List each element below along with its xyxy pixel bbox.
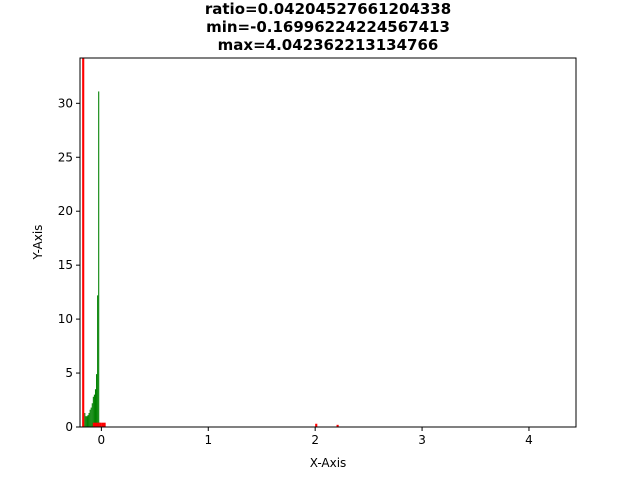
- histogram-bar-1-1: [92, 422, 95, 427]
- y-tick-label: 10: [58, 312, 73, 326]
- plot-frame: [79, 57, 577, 428]
- chart-title-line-2: min=-0.16996224224567413: [206, 18, 450, 36]
- y-tick-label: 20: [58, 204, 73, 218]
- histogram-bar-0-0: [84, 412, 86, 427]
- x-axis-label: X-Axis: [310, 456, 347, 470]
- histogram-bar-0-13: [98, 91, 100, 427]
- histogram-bar-0-6: [90, 407, 92, 427]
- y-tick-label: 0: [65, 420, 73, 434]
- histogram-bar-0-11: [96, 374, 98, 427]
- histogram-bar-1-8: [336, 424, 339, 427]
- chart-title-line-3: max=4.042362213134766: [218, 36, 439, 54]
- histogram-bar-0-12: [97, 295, 99, 427]
- histogram-bar-0-7: [91, 403, 93, 427]
- histogram-bar-0-1: [85, 416, 87, 427]
- histogram-bar-0-5: [89, 409, 91, 427]
- y-tick-label: 5: [65, 366, 73, 380]
- y-tick-label: 30: [58, 96, 73, 110]
- histogram-bar-1-5: [101, 422, 104, 427]
- histogram-bar-0-8: [92, 396, 94, 427]
- histogram-bar-1-3: [97, 422, 100, 427]
- histogram-bar-1-0: [82, 58, 85, 427]
- histogram-bar-0-9: [93, 394, 95, 427]
- histogram-bar-1-6: [103, 422, 106, 427]
- histogram-bar-1-2: [94, 422, 98, 427]
- histogram-bar-1-4: [99, 422, 102, 427]
- histogram-bar-1-7: [315, 423, 318, 427]
- bars-layer: [82, 58, 339, 427]
- x-tick-label: 4: [525, 433, 533, 447]
- x-tick-label: 0: [98, 433, 106, 447]
- x-tick-label: 1: [204, 433, 212, 447]
- histogram-bar-0-3: [87, 415, 89, 427]
- chart-title-line-1: ratio=0.04204527661204338: [205, 0, 451, 18]
- histogram-bar-0-10: [94, 389, 97, 427]
- x-tick-label: 2: [311, 433, 319, 447]
- histogram-bar-0-2: [86, 416, 88, 427]
- y-tick-label: 15: [58, 258, 73, 272]
- ticks-layer: 0 1 2 3 4 0 5 10 15 20 25 30: [58, 96, 533, 447]
- y-tick-label: 25: [58, 150, 73, 164]
- histogram-bar-0-4: [88, 412, 90, 427]
- y-axis-label: Y-Axis: [31, 225, 45, 261]
- x-tick-label: 3: [418, 433, 426, 447]
